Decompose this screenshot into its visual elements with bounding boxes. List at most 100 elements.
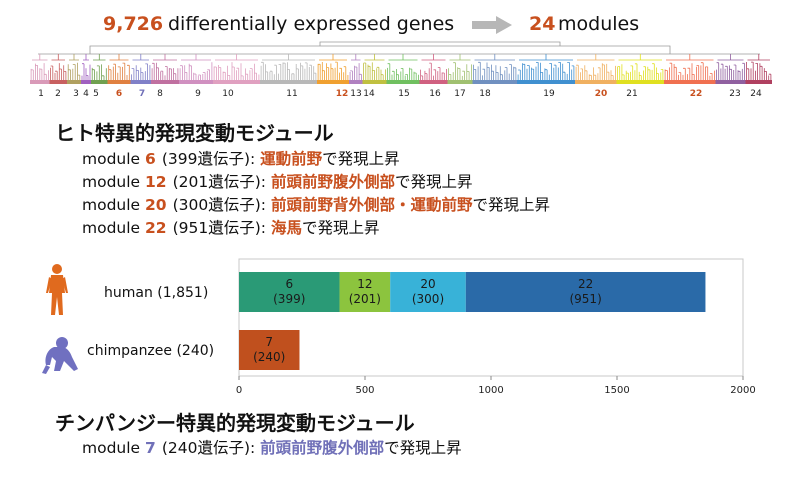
module-color-segment xyxy=(419,80,448,84)
dendrogram-cluster xyxy=(746,54,772,82)
module-suffix: で発現上昇 xyxy=(384,439,462,457)
module-label: 3 xyxy=(73,89,79,99)
module-label: 13 xyxy=(350,89,361,99)
module-suffix: で発現上昇 xyxy=(472,196,550,214)
module-prefix: module xyxy=(82,219,146,237)
module-label: 9 xyxy=(195,89,201,99)
x-tick-label: 2000 xyxy=(730,385,755,396)
module-gene-count: (201遺伝子): xyxy=(172,173,271,191)
module-suffix: で発現上昇 xyxy=(394,173,473,191)
dendrogram-cluster xyxy=(30,54,49,82)
dendrogram-cluster xyxy=(213,54,260,82)
module-label: 10 xyxy=(222,89,234,99)
module-labels: 1 2 3 4 5 6 7 8 9 10 11 12 13 14 15 16 17 18 19 20 21 22 23 24 xyxy=(38,89,762,99)
bar-value-label: (240) xyxy=(253,350,285,364)
module-color-segment xyxy=(362,80,387,84)
bar-segment-module-22 xyxy=(465,272,706,312)
bar-value-label: (201) xyxy=(349,292,381,306)
dendrogram-cluster xyxy=(716,54,745,82)
x-tick-label: 500 xyxy=(355,385,374,396)
module-number: 20 xyxy=(145,196,167,214)
bar-module-label: 20 xyxy=(420,277,435,291)
module-label: 18 xyxy=(479,89,491,99)
module-color-segment xyxy=(317,80,349,84)
module-number: 22 xyxy=(145,219,167,237)
module-number: 7 xyxy=(145,439,156,457)
dendrogram-cluster xyxy=(67,54,81,82)
module-label: 20 xyxy=(595,89,608,99)
module-label: 23 xyxy=(729,89,740,99)
module-color-segment xyxy=(664,80,716,84)
dendrogram-cluster xyxy=(81,54,91,82)
module-color-segment xyxy=(349,80,363,84)
bar-segment-module-20 xyxy=(390,272,466,312)
module-color-segment xyxy=(575,80,617,84)
module-label: 11 xyxy=(286,89,297,99)
bar-segment-module-6 xyxy=(239,272,340,312)
module-line: module 12 (201遺伝子): 前頭前野腹外側部で発現上昇 xyxy=(82,171,472,193)
module-label: 6 xyxy=(116,89,122,99)
module-label: 7 xyxy=(139,89,145,99)
bar-module-label: 22 xyxy=(578,277,593,291)
module-line: module 20 (300遺伝子): 前頭前野背外側部・運動前野で発現上昇 xyxy=(82,194,550,216)
module-label: 4 xyxy=(83,89,89,99)
module-color-bar xyxy=(30,80,772,84)
bar-segment-module-12 xyxy=(339,272,391,312)
human-row-label: human (1,851) xyxy=(104,285,209,301)
dendrogram-tree xyxy=(30,41,772,82)
module-label: 16 xyxy=(429,89,441,99)
module-text: modules xyxy=(558,13,640,35)
module-label: 22 xyxy=(690,89,703,99)
module-gene-count: (240遺伝子): xyxy=(161,439,261,457)
module-color-segment xyxy=(472,80,517,84)
dendrogram-cluster xyxy=(363,54,386,82)
module-prefix: module xyxy=(82,439,146,457)
x-tick-label: 0 xyxy=(236,385,242,396)
human-section-title: ヒト特異的発現変動モジュール xyxy=(55,121,334,145)
module-color-segment xyxy=(30,80,50,84)
module-suffix: で発現上昇 xyxy=(322,150,400,168)
module-color-segment xyxy=(67,80,81,84)
dendrogram-cluster xyxy=(517,54,575,82)
module-label: 1 xyxy=(38,89,44,99)
module-color-segment xyxy=(517,80,575,84)
chimpanzee-silhouette-icon xyxy=(42,337,78,374)
dendrogram-cluster xyxy=(473,54,517,82)
dendrogram-cluster xyxy=(448,54,472,82)
x-tick-label: 1500 xyxy=(604,385,629,396)
module-prefix: module xyxy=(82,196,146,214)
dendrogram-cluster xyxy=(131,54,151,82)
headline: 9,726 differentially expressed genes 24 … xyxy=(0,8,800,40)
bars: 6(399) 12(201) 20(300) 22(951) 7(240) xyxy=(239,272,706,370)
module-label: 8 xyxy=(157,89,163,99)
bar-module-label: 6 xyxy=(285,277,293,291)
module-color-segment xyxy=(130,80,151,84)
module-color-segment xyxy=(616,80,664,84)
right-arrow-icon xyxy=(472,16,512,34)
dendrogram-cluster xyxy=(575,54,616,82)
module-gene-count: (399遺伝子): xyxy=(161,150,261,168)
gene-count: 9,726 xyxy=(103,13,164,35)
dendrogram-cluster xyxy=(151,54,179,82)
dendrogram-cluster xyxy=(91,54,107,82)
module-count: 24 xyxy=(529,13,556,35)
chimp-section-title: チンパンジー特異的発現変動モジュール xyxy=(55,411,415,435)
module-prefix: module xyxy=(82,150,146,168)
module-line: module 6 (399遺伝子): 運動前野で発現上昇 xyxy=(82,148,400,170)
module-label: 24 xyxy=(750,89,762,99)
dendrogram-cluster xyxy=(179,54,213,82)
module-color-segment xyxy=(49,80,67,84)
module-label: 21 xyxy=(626,89,637,99)
module-prefix: module xyxy=(82,173,146,191)
module-number: 12 xyxy=(145,173,167,191)
dendrogram-cluster xyxy=(617,54,664,82)
module-label: 17 xyxy=(454,89,465,99)
module-color-segment xyxy=(151,80,179,84)
module-color-segment xyxy=(81,80,91,84)
dendrogram-cluster xyxy=(317,54,349,82)
module-label: 5 xyxy=(93,89,99,99)
module-region: 前頭前野腹外側部 xyxy=(260,439,385,457)
dendrogram-cluster xyxy=(664,54,715,82)
bar-segment-module-7 xyxy=(239,330,300,370)
bar-value-label: (300) xyxy=(412,292,444,306)
